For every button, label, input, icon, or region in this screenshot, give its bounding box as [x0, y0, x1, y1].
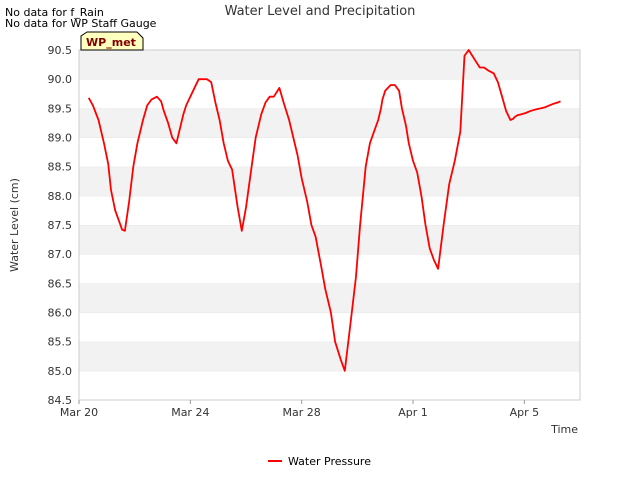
x-tick-label: Apr 1 [398, 406, 428, 419]
plot-band [79, 108, 580, 138]
plot-frame [78, 49, 581, 401]
plot-bands [79, 49, 580, 400]
y-tick-label: 88.0 [48, 190, 73, 203]
y-tick-label: 85.0 [48, 365, 73, 378]
plot-band [79, 195, 580, 225]
y-tick-label: 90.5 [48, 44, 73, 57]
series-layer [87, 49, 561, 372]
y-tick-label: 87.5 [48, 219, 73, 232]
y-tick-label: 90.0 [48, 73, 73, 86]
y-axis-label: Water Level (cm) [8, 178, 21, 272]
y-axis-ticks: 84.5 85.0 85.5 86.0 86.5 87.0 87.5 88.0 88.5 89.0… [48, 44, 73, 407]
plot-band [79, 341, 580, 371]
station-badge-label: WP_met [86, 36, 136, 49]
plot-band [79, 50, 580, 80]
plot-band [79, 225, 580, 255]
y-tick-label: 84.5 [48, 394, 73, 407]
plot-band [79, 137, 580, 167]
plot-band [79, 166, 580, 196]
plot-band [79, 370, 580, 400]
station-badge: WP_met [80, 31, 144, 51]
legend-label-water-pressure: Water Pressure [288, 455, 371, 468]
x-tick-label: Mar 20 [60, 406, 98, 419]
x-axis-ticks: Mar 20 Mar 24 Mar 28 Apr 1 Apr 5 [60, 400, 539, 419]
x-tick-label: Mar 24 [171, 406, 209, 419]
y-tick-label: 89.0 [48, 132, 73, 145]
plot-band [79, 254, 580, 284]
no-data-rain-note: No data for f_Rain [5, 6, 104, 19]
y-tick-label: 86.5 [48, 277, 73, 290]
y-tick-label: 85.5 [48, 336, 73, 349]
x-tick-label: Mar 28 [283, 406, 321, 419]
y-tick-label: 86.0 [48, 307, 73, 320]
x-tick-label: Apr 5 [510, 406, 540, 419]
y-tick-label: 89.5 [48, 102, 73, 115]
y-tick-label: 87.0 [48, 248, 73, 261]
y-tick-label: 88.5 [48, 161, 73, 174]
plot-band [79, 312, 580, 342]
x-axis-label: Time [550, 423, 578, 436]
no-data-staff-gauge-note: No data for WP Staff Gauge [5, 17, 157, 30]
station-badge-shape [80, 31, 144, 51]
chart-title: Water Level and Precipitation [225, 4, 416, 19]
legend[interactable]: Water Pressure [268, 455, 371, 468]
series-line-water-pressure [87, 49, 561, 372]
